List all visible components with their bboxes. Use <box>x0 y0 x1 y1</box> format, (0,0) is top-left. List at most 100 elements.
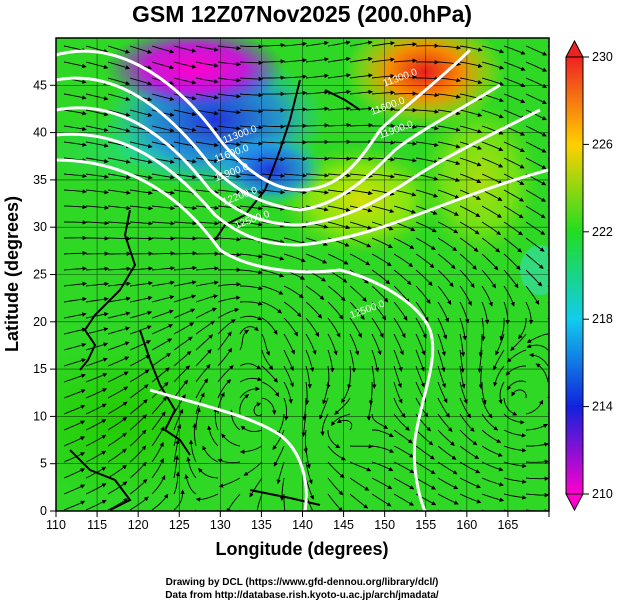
streamline-arrow <box>107 356 130 367</box>
streamline-arrow <box>85 109 109 117</box>
streamline-arrow <box>481 157 504 168</box>
streamline-arrow <box>459 237 479 252</box>
streamline-arrow <box>85 434 107 447</box>
y-tick-label: 10 <box>33 409 47 423</box>
streamline-arrow <box>327 429 341 448</box>
streamline-arrow <box>129 478 148 495</box>
streamline-arrow <box>437 349 446 373</box>
streamline-arrow <box>437 205 459 216</box>
streamline-arrow <box>151 280 175 287</box>
streamline-arrow <box>518 318 527 340</box>
x-tick-label: 145 <box>333 518 354 532</box>
streamline-arrow <box>481 109 504 119</box>
streamline-arrow <box>503 413 525 425</box>
streamline-arrow <box>547 253 549 256</box>
x-tick-label: 135 <box>251 518 272 532</box>
streamline-arrow <box>261 157 286 162</box>
streamline-arrow <box>151 93 175 101</box>
streamline-arrow <box>305 90 330 95</box>
streamline-arrow <box>481 429 502 443</box>
streamline-arrow <box>262 59 286 64</box>
streamline-arrow <box>173 61 197 69</box>
y-tick-label: 30 <box>33 220 47 234</box>
streamline-arrow <box>243 461 263 476</box>
streamline-arrow <box>327 40 351 47</box>
streamline-arrow <box>547 61 549 63</box>
colorbar-max-triangle <box>565 39 584 58</box>
streamline-arrow <box>415 317 427 339</box>
streamline-arrow <box>503 269 519 289</box>
streamline-arrow <box>173 251 198 256</box>
streamline-arrow <box>240 425 263 432</box>
streamline-arrow <box>63 109 87 116</box>
streamline-arrow <box>349 122 374 128</box>
plot-area: 11300.011600.011900.012200.012500.011300… <box>56 38 549 511</box>
streamline-arrow <box>283 365 294 388</box>
streamline-arrow <box>239 221 263 227</box>
streamline-arrow <box>217 125 241 131</box>
streamline-arrow <box>107 326 131 335</box>
streamline-arrow <box>547 157 549 160</box>
streamline-arrow <box>85 45 109 54</box>
streamline-arrow <box>371 301 387 321</box>
streamline-arrow <box>129 281 153 287</box>
streamline-arrow <box>239 315 263 321</box>
streamline-arrow <box>239 60 264 66</box>
streamline-arrow <box>151 45 175 54</box>
streamline-arrow <box>349 301 365 321</box>
streamline-arrow <box>327 253 349 265</box>
streamline-arrow <box>207 425 219 447</box>
streamline-arrow <box>481 285 493 307</box>
streamline-arrow <box>151 251 176 256</box>
streamline-arrow <box>239 329 250 351</box>
streamline-arrow <box>459 157 482 167</box>
contour-ridge-2 <box>299 83 501 212</box>
streamline-arrow <box>63 296 87 303</box>
streamline-arrow <box>437 413 453 432</box>
streamline-arrow <box>283 317 298 337</box>
streamline-arrow <box>63 484 86 495</box>
y-axis-ticks: 0 5 10 15 20 25 30 35 40 45 <box>33 78 56 518</box>
streamline-arrow <box>505 365 527 376</box>
streamline-arrow <box>349 461 372 472</box>
streamline-arrow <box>371 253 392 267</box>
streamline-arrow <box>195 141 219 148</box>
streamline-arrow <box>217 189 242 195</box>
streamline-arrow <box>107 401 128 415</box>
streamline-arrow <box>481 173 503 185</box>
streamline-arrow <box>256 493 263 511</box>
streamline-arrow <box>129 310 153 319</box>
streamline-arrow <box>151 426 165 447</box>
streamline-arrow <box>319 397 329 420</box>
streamline-arrow <box>371 477 393 490</box>
streamline-arrow <box>253 402 263 417</box>
streamline-arrow <box>459 493 482 504</box>
streamline-arrow <box>459 285 472 306</box>
streamline-arrow <box>349 237 372 248</box>
streamline-arrow <box>195 349 212 367</box>
streamline-arrow <box>416 76 440 81</box>
streamline-arrow <box>503 109 526 120</box>
streamline-arrow <box>481 237 501 253</box>
streamline-arrow <box>195 493 219 502</box>
streamline-arrow <box>547 173 549 176</box>
streamline-arrow <box>63 173 88 179</box>
coastline-asia <box>79 209 137 371</box>
streamline-arrow <box>371 173 395 179</box>
streamline-arrow <box>415 445 435 460</box>
streamline-arrow <box>503 461 527 469</box>
streamline-arrow <box>279 477 285 502</box>
streamline-arrow <box>173 336 193 351</box>
streamline-arrow <box>262 75 286 80</box>
streamline-arrow <box>481 61 505 70</box>
streamline-arrow <box>85 61 109 70</box>
streamline-arrow <box>459 333 466 357</box>
streamline-arrow <box>249 477 263 498</box>
streamline-arrow <box>63 250 88 256</box>
y-tick-label: 20 <box>33 315 47 329</box>
x-axis-label: Longitude (degrees) <box>215 539 388 559</box>
streamline-arrow <box>302 397 307 422</box>
streamline-arrow <box>107 281 131 287</box>
streamline-arrow <box>107 205 132 211</box>
streamline-arrow <box>85 403 107 415</box>
